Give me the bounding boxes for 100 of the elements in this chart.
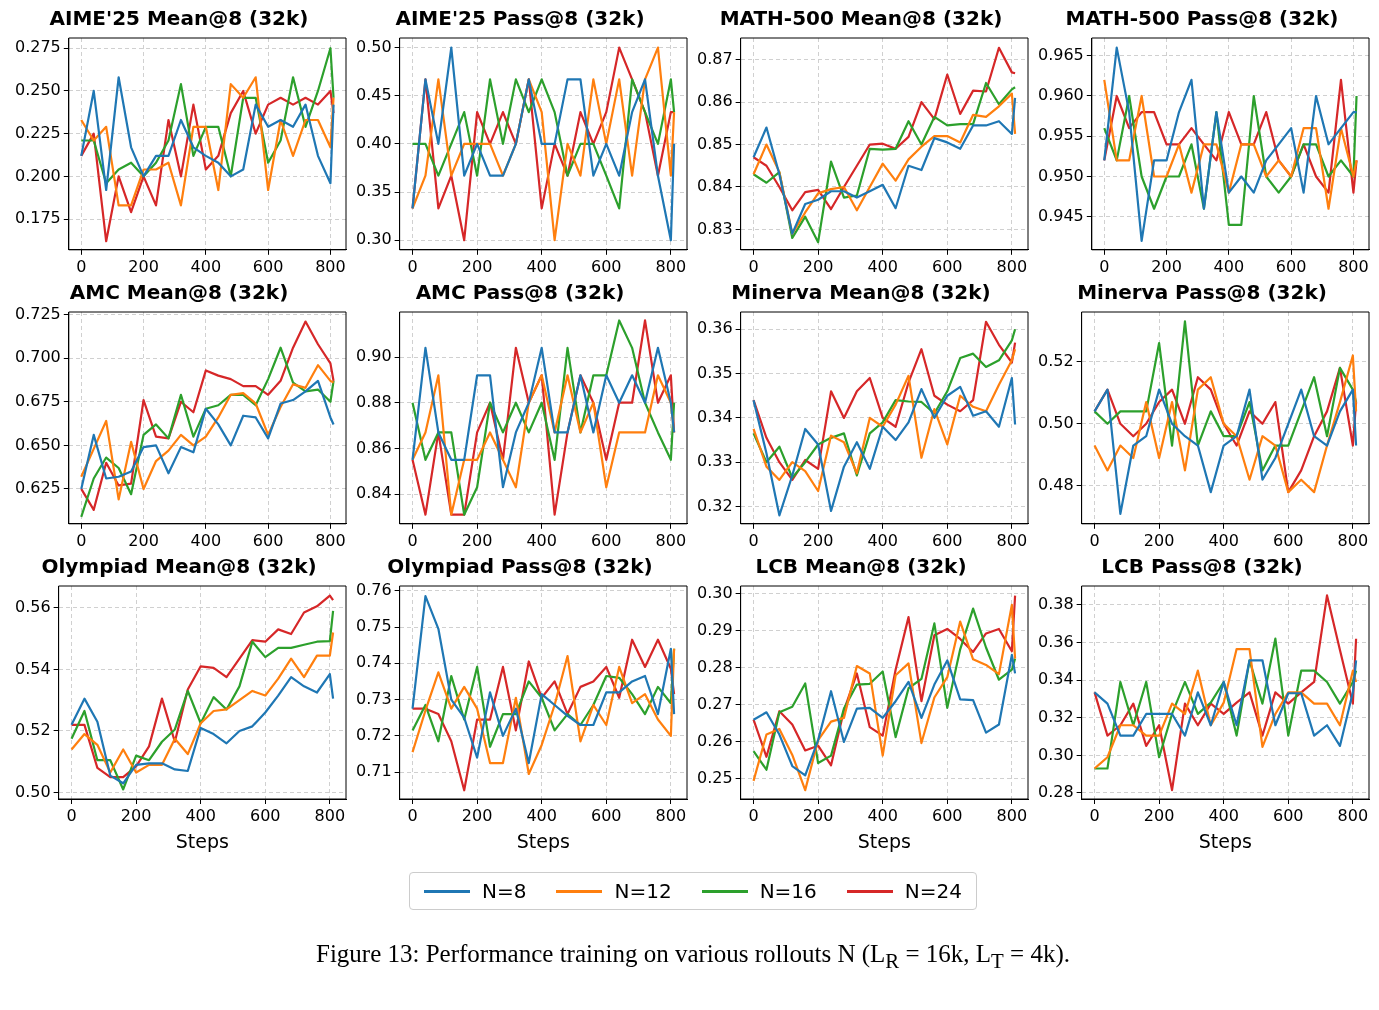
x-tick-label: 800 bbox=[315, 256, 346, 276]
legend-label: N=24 bbox=[904, 879, 962, 903]
legend-label: N=12 bbox=[614, 879, 672, 903]
x-tick-label: 200 bbox=[1151, 256, 1182, 276]
x-tick-label: 0 bbox=[66, 805, 77, 825]
x-tick-label: 600 bbox=[591, 530, 622, 550]
x-tick-label: 0 bbox=[407, 530, 418, 550]
y-tick-label: 0.83 bbox=[697, 218, 733, 238]
x-tick-label: 400 bbox=[1208, 805, 1239, 825]
x-tick-label: 400 bbox=[526, 805, 557, 825]
y-tick-label: 0.28 bbox=[1038, 782, 1074, 802]
x-tick-label: 600 bbox=[1275, 256, 1307, 276]
y-tick-label: 0.945 bbox=[1037, 205, 1084, 225]
y-tick-label: 0.25 bbox=[697, 768, 733, 788]
chart-title: AMC Mean@8 (32k) bbox=[69, 280, 289, 305]
x-tick-label: 600 bbox=[252, 530, 284, 550]
y-tick-label: 0.71 bbox=[356, 761, 392, 781]
y-tick-label: 0.86 bbox=[697, 91, 733, 111]
y-tick-label: 0.275 bbox=[14, 37, 61, 57]
x-tick-label: 0 bbox=[1089, 530, 1100, 550]
x-tick-label: 200 bbox=[120, 805, 152, 825]
y-tick-label: 0.38 bbox=[1038, 593, 1074, 613]
x-axis-title: Steps bbox=[1198, 829, 1252, 852]
y-tick-label: 0.52 bbox=[15, 720, 51, 740]
chart-title: Minerva Pass@8 (32k) bbox=[1077, 280, 1327, 305]
x-tick-label: 0 bbox=[76, 530, 87, 550]
x-tick-label: 800 bbox=[996, 256, 1028, 276]
y-tick-label: 0.700 bbox=[14, 347, 61, 367]
y-tick-label: 0.32 bbox=[697, 495, 733, 515]
y-tick-label: 0.87 bbox=[697, 48, 733, 68]
x-tick-label: 200 bbox=[1143, 805, 1175, 825]
x-tick-label: 800 bbox=[315, 530, 346, 550]
y-tick-label: 0.225 bbox=[14, 122, 61, 142]
x-tick-label: 800 bbox=[1337, 530, 1369, 550]
y-tick-label: 0.34 bbox=[1038, 669, 1074, 689]
x-tick-label: 400 bbox=[190, 530, 222, 550]
x-tick-label: 200 bbox=[461, 530, 493, 550]
y-tick-label: 0.45 bbox=[356, 84, 392, 104]
chart-title: MATH-500 Pass@8 (32k) bbox=[1065, 6, 1339, 31]
x-tick-label: 0 bbox=[407, 805, 418, 825]
y-tick-label: 0.86 bbox=[356, 437, 392, 457]
x-tick-label: 200 bbox=[461, 805, 493, 825]
y-tick-label: 0.955 bbox=[1037, 125, 1084, 145]
x-tick-label: 600 bbox=[250, 805, 281, 825]
x-tick-label: 400 bbox=[190, 256, 222, 276]
x-tick-label: 600 bbox=[932, 805, 963, 825]
x-tick-label: 200 bbox=[461, 256, 493, 276]
x-tick-label: 0 bbox=[748, 256, 759, 276]
y-tick-label: 0.250 bbox=[14, 80, 61, 100]
y-tick-label: 0.75 bbox=[356, 616, 392, 636]
y-tick-label: 0.50 bbox=[356, 36, 392, 56]
y-tick-label: 0.200 bbox=[14, 165, 61, 185]
y-tick-label: 0.48 bbox=[1038, 475, 1074, 495]
chart-title: Olympiad Mean@8 (32k) bbox=[41, 554, 317, 579]
x-tick-label: 200 bbox=[128, 530, 159, 550]
chart-title: LCB Pass@8 (32k) bbox=[1101, 554, 1303, 579]
y-tick-label: 0.34 bbox=[697, 407, 733, 427]
x-tick-label: 0 bbox=[76, 256, 87, 276]
y-tick-label: 0.30 bbox=[356, 229, 392, 249]
y-tick-label: 0.175 bbox=[14, 208, 61, 228]
x-tick-label: 400 bbox=[526, 530, 557, 550]
y-tick-label: 0.73 bbox=[356, 688, 392, 708]
x-tick-label: 600 bbox=[252, 256, 284, 276]
y-tick-label: 0.33 bbox=[697, 451, 733, 471]
chart-title: LCB Mean@8 (32k) bbox=[755, 554, 967, 579]
x-tick-label: 400 bbox=[867, 256, 898, 276]
y-tick-label: 0.36 bbox=[697, 318, 733, 338]
x-tick-label: 400 bbox=[867, 805, 898, 825]
x-tick-label: 800 bbox=[996, 805, 1028, 825]
x-tick-label: 800 bbox=[655, 530, 687, 550]
caption: Figure 13: Performance training on various rollouts N (L$_{R}$ = 16k, L$_{T}$ = 4k). bbox=[315, 940, 1071, 974]
x-axis-title: Steps bbox=[857, 829, 911, 852]
y-tick-label: 0.84 bbox=[356, 483, 392, 503]
x-tick-label: 400 bbox=[867, 530, 898, 550]
x-axis-title: Steps bbox=[175, 829, 229, 852]
x-tick-label: 400 bbox=[185, 805, 216, 825]
x-tick-label: 0 bbox=[1089, 805, 1100, 825]
x-axis-title: Steps bbox=[516, 829, 570, 852]
x-tick-label: 200 bbox=[128, 256, 159, 276]
x-tick-label: 600 bbox=[591, 805, 622, 825]
x-tick-label: 800 bbox=[996, 530, 1028, 550]
y-tick-label: 0.74 bbox=[356, 652, 392, 672]
x-tick-label: 800 bbox=[1338, 256, 1369, 276]
y-tick-label: 0.72 bbox=[356, 725, 392, 745]
y-tick-label: 0.52 bbox=[1038, 350, 1074, 370]
x-tick-label: 400 bbox=[1208, 530, 1239, 550]
y-tick-label: 0.625 bbox=[14, 478, 61, 498]
legend-label: N=16 bbox=[759, 879, 817, 903]
y-tick-label: 0.30 bbox=[1038, 744, 1074, 764]
x-tick-label: 0 bbox=[748, 530, 759, 550]
y-tick-label: 0.35 bbox=[697, 362, 733, 382]
y-tick-label: 0.36 bbox=[1038, 631, 1074, 651]
y-tick-label: 0.35 bbox=[356, 181, 392, 201]
x-tick-label: 600 bbox=[591, 256, 622, 276]
x-tick-label: 200 bbox=[802, 805, 834, 825]
x-tick-label: 800 bbox=[655, 805, 687, 825]
x-tick-label: 0 bbox=[407, 256, 418, 276]
y-tick-label: 0.965 bbox=[1037, 44, 1084, 64]
y-tick-label: 0.50 bbox=[1038, 412, 1074, 432]
y-tick-label: 0.650 bbox=[14, 434, 61, 454]
